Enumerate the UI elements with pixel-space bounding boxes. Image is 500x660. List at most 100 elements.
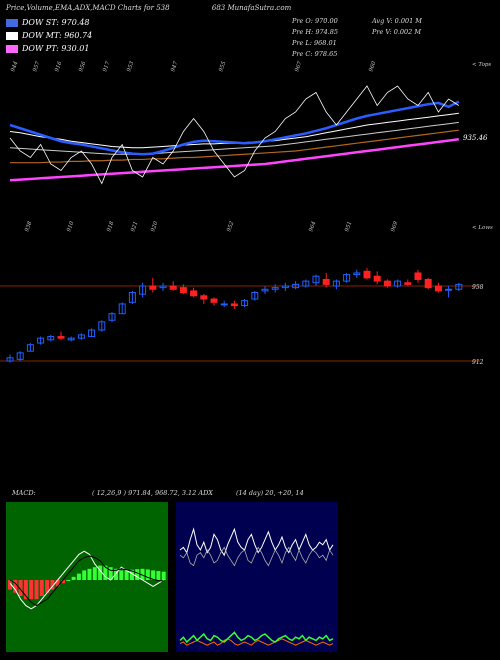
candles xyxy=(6,268,463,363)
ema-lines xyxy=(9,85,460,185)
candle-body xyxy=(455,283,463,290)
macd-hist-bar xyxy=(87,568,92,580)
adx-orange-line xyxy=(179,638,334,646)
ema-blue-line xyxy=(9,100,460,156)
low-value-label: 952 xyxy=(226,220,235,232)
candle-body xyxy=(200,295,208,300)
candle-body xyxy=(88,329,96,338)
candle-body xyxy=(383,280,391,287)
macd-hist-bar xyxy=(129,569,134,580)
low-value-label: 951 xyxy=(344,221,353,233)
candle-body xyxy=(16,352,24,360)
candle-body xyxy=(363,270,371,279)
candle-body xyxy=(414,272,422,280)
candle-body xyxy=(179,287,187,294)
low-value-label: 920 xyxy=(150,220,159,232)
macd-hist-bar xyxy=(18,580,23,596)
macd-hist-bar xyxy=(108,567,113,580)
stats-volume: Avg V: 0.001 M Pre V: 0.002 M xyxy=(372,17,422,36)
macd-hist-bar xyxy=(145,569,150,580)
low-value-label: 964 xyxy=(308,220,317,232)
candle-body xyxy=(108,313,116,321)
ema-white-line-2 xyxy=(9,121,459,155)
top-axis-label: < Tops xyxy=(472,62,491,68)
candle-body xyxy=(394,280,402,287)
candle-body xyxy=(6,357,14,362)
legend-dow-pt: DOW PT: 930.01 xyxy=(6,44,89,53)
candle-body xyxy=(118,303,126,315)
candle-body xyxy=(302,280,310,287)
top-value-label: 956 xyxy=(78,60,87,72)
top-value-label: 960 xyxy=(368,60,377,72)
candle-body xyxy=(322,278,330,285)
stats-prev: Pre O: 970.00 Pre H: 974.85 Pre L: 968.01 P… xyxy=(292,17,339,58)
macd-hist-bar xyxy=(34,580,39,600)
candle-body xyxy=(353,272,361,276)
ema-brown-line xyxy=(10,129,459,164)
macd-hist-bar xyxy=(76,573,81,580)
macd-hist-bar xyxy=(92,567,97,580)
macd-hist-bar xyxy=(29,580,34,600)
adx-plus-line xyxy=(179,527,334,557)
macd-hist-bar xyxy=(151,570,156,580)
candle-body xyxy=(251,292,259,300)
candle-body xyxy=(445,288,453,291)
candle-body xyxy=(292,283,300,289)
price-chart: < Tops < Lows 935.46 958 912 944 957 916 95… xyxy=(0,60,493,366)
candle-body xyxy=(98,321,106,331)
macd-hist-bar xyxy=(156,571,161,580)
price-close-line xyxy=(9,85,460,185)
macd-hist-bar xyxy=(71,576,76,580)
candle-body xyxy=(343,274,351,282)
top-value-label: 916 xyxy=(54,60,63,72)
candle-body xyxy=(149,285,157,290)
macd-line xyxy=(9,550,164,610)
adx-minus-line xyxy=(179,546,334,567)
macd-hist-bar xyxy=(161,571,166,580)
candle-body xyxy=(37,337,45,344)
low-value-label: 969 xyxy=(390,220,399,232)
macd-hist-bar xyxy=(66,580,71,581)
macd-signal-line xyxy=(9,555,164,607)
macd-hist-bar xyxy=(82,570,87,580)
adx-background xyxy=(176,502,338,652)
top-value-label: 967 xyxy=(294,60,303,72)
macd-hist-bar xyxy=(61,580,65,584)
macd-hist-bar xyxy=(55,580,60,587)
level-912-label: 912 xyxy=(472,359,484,366)
macd-hist-bar xyxy=(119,570,124,580)
adx-params: (14 day) 20, +20, 14 xyxy=(236,489,304,497)
candle-body xyxy=(128,292,136,303)
macd-hist-bar xyxy=(39,580,44,596)
low-value-label: 910 xyxy=(66,220,75,232)
candle-body xyxy=(332,280,340,287)
macd-panel xyxy=(6,502,168,652)
candle-body xyxy=(312,275,320,284)
top-value-label: 957 xyxy=(32,60,41,72)
candle-body xyxy=(241,300,249,307)
chart-title: Price,Volume,EMA,ADX,MACD Charts for 538… xyxy=(6,4,292,12)
candle-body xyxy=(159,285,167,289)
top-values: 944 957 916 956 917 953 947 955 967 960 xyxy=(10,60,377,72)
macd-title: MACD: xyxy=(12,489,36,497)
legend-dow-st: DOW ST: 970.48 xyxy=(6,18,90,27)
candle-body xyxy=(77,334,85,339)
candle-body xyxy=(210,298,218,303)
low-value-label: 938 xyxy=(24,220,33,232)
candle-body xyxy=(47,336,55,341)
macd-hist-bar xyxy=(98,565,103,580)
macd-hist-bar xyxy=(140,568,145,580)
adx-panel xyxy=(176,502,338,652)
candle-body xyxy=(169,285,177,290)
macd-hist-bar xyxy=(8,580,12,590)
ema-last-label: 935.46 xyxy=(463,134,488,142)
macd-hist-bar xyxy=(45,580,50,593)
top-value-label: 953 xyxy=(126,60,135,72)
candle-body xyxy=(57,336,65,339)
macd-params: ( 12,26,9 ) 971.84, 968.72, 3.12 ADX xyxy=(92,489,213,497)
adx-green-line xyxy=(179,631,334,644)
candle-body xyxy=(434,285,442,292)
top-value-label: 947 xyxy=(170,60,179,72)
candle-body xyxy=(404,282,412,285)
candle-body xyxy=(139,285,147,295)
